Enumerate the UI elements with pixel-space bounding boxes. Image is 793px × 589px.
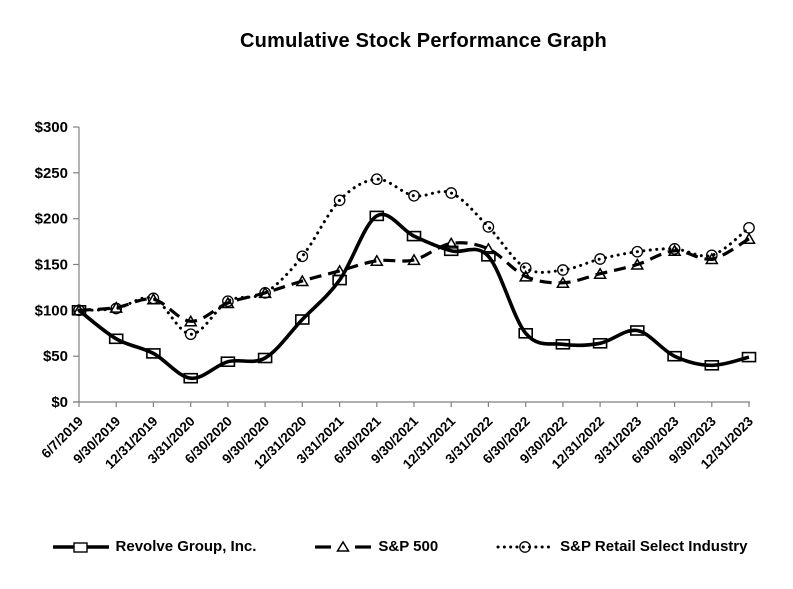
dashed-line-triangle-marker-icon (315, 540, 372, 552)
chart-plot-area: $0$50$100$150$200$250$3006/7/20199/30/20… (35, 119, 757, 472)
marker-circle (705, 249, 718, 262)
chart-legend: Revolve Group, Inc. S&P 500 S&P Retail S… (0, 538, 793, 555)
dotted-line-circle-marker-icon (496, 540, 554, 553)
marker-triangle (369, 254, 384, 267)
legend-label-revolve: Revolve Group, Inc. (115, 538, 257, 555)
marker-triangle (72, 303, 86, 316)
y-tick-label: $150 (35, 257, 68, 274)
marker-square (406, 230, 422, 242)
marker-circle (147, 292, 160, 305)
series-line-dotted (77, 177, 751, 336)
marker-circle (482, 221, 495, 233)
legend-label-sp500: S&P 500 (378, 538, 439, 555)
y-tick-label: $300 (35, 119, 68, 136)
marker-circle (519, 262, 532, 275)
marker-circle (668, 243, 681, 255)
marker-triangle (295, 274, 310, 287)
marker-triangle (183, 314, 198, 327)
marker-triangle (630, 258, 645, 270)
marker-square (629, 325, 645, 336)
marker-square (555, 338, 571, 350)
legend-item-sp-retail: S&P Retail Select Industry (496, 538, 747, 555)
marker-triangle (667, 244, 682, 257)
marker-circle (557, 264, 569, 276)
marker-triangle (704, 252, 719, 265)
marker-square (481, 251, 496, 262)
marker-triangle (407, 253, 421, 266)
marker-square (592, 337, 608, 349)
y-tick-label: $100 (35, 302, 68, 319)
y-tick-label: $250 (35, 165, 68, 182)
legend-item-revolve: Revolve Group, Inc. (52, 538, 257, 555)
marker-circle (631, 245, 644, 258)
legend-label-sp-retail: S&P Retail Select Industry (560, 538, 748, 555)
marker-square (108, 333, 124, 345)
marker-square (369, 210, 385, 222)
marker-circle (110, 302, 123, 315)
marker-circle (73, 304, 85, 317)
y-tick-label: $50 (43, 348, 68, 365)
marker-square (443, 245, 459, 257)
marker-triangle (221, 296, 235, 309)
marker-square (146, 348, 161, 359)
marker-triangle (556, 276, 570, 289)
marker-square (257, 352, 273, 364)
marker-circle (408, 189, 420, 202)
marker-square (220, 356, 236, 368)
marker-square (183, 372, 198, 384)
solid-line-square-marker-icon (52, 541, 109, 553)
marker-circle (594, 253, 606, 265)
marker-circle (259, 287, 271, 299)
series-line-solid (77, 212, 750, 381)
marker-square (704, 359, 720, 371)
marker-circle (445, 187, 458, 199)
y-tick-label: $0 (51, 394, 68, 411)
marker-square (741, 351, 757, 363)
marker-square (294, 314, 310, 325)
marker-triangle (444, 236, 459, 249)
chart-title: Cumulative Stock Performance Graph (240, 30, 607, 52)
marker-circle (222, 295, 234, 308)
marker-circle (296, 250, 309, 263)
marker-triangle (593, 267, 607, 279)
series-line-dashed (78, 237, 750, 323)
legend-item-sp500: S&P 500 (314, 538, 438, 555)
marker-square (518, 327, 534, 339)
y-tick-label: $200 (35, 211, 68, 228)
marker-triangle (518, 269, 533, 282)
marker-square (667, 350, 682, 362)
marker-triangle (481, 242, 496, 255)
marker-circle (370, 173, 383, 186)
marker-triangle (258, 286, 272, 299)
marker-triangle (742, 232, 756, 245)
marker-circle (743, 221, 755, 234)
marker-triangle (109, 301, 124, 313)
marker-triangle (332, 264, 347, 277)
marker-circle (333, 194, 346, 207)
marker-circle (184, 328, 197, 341)
